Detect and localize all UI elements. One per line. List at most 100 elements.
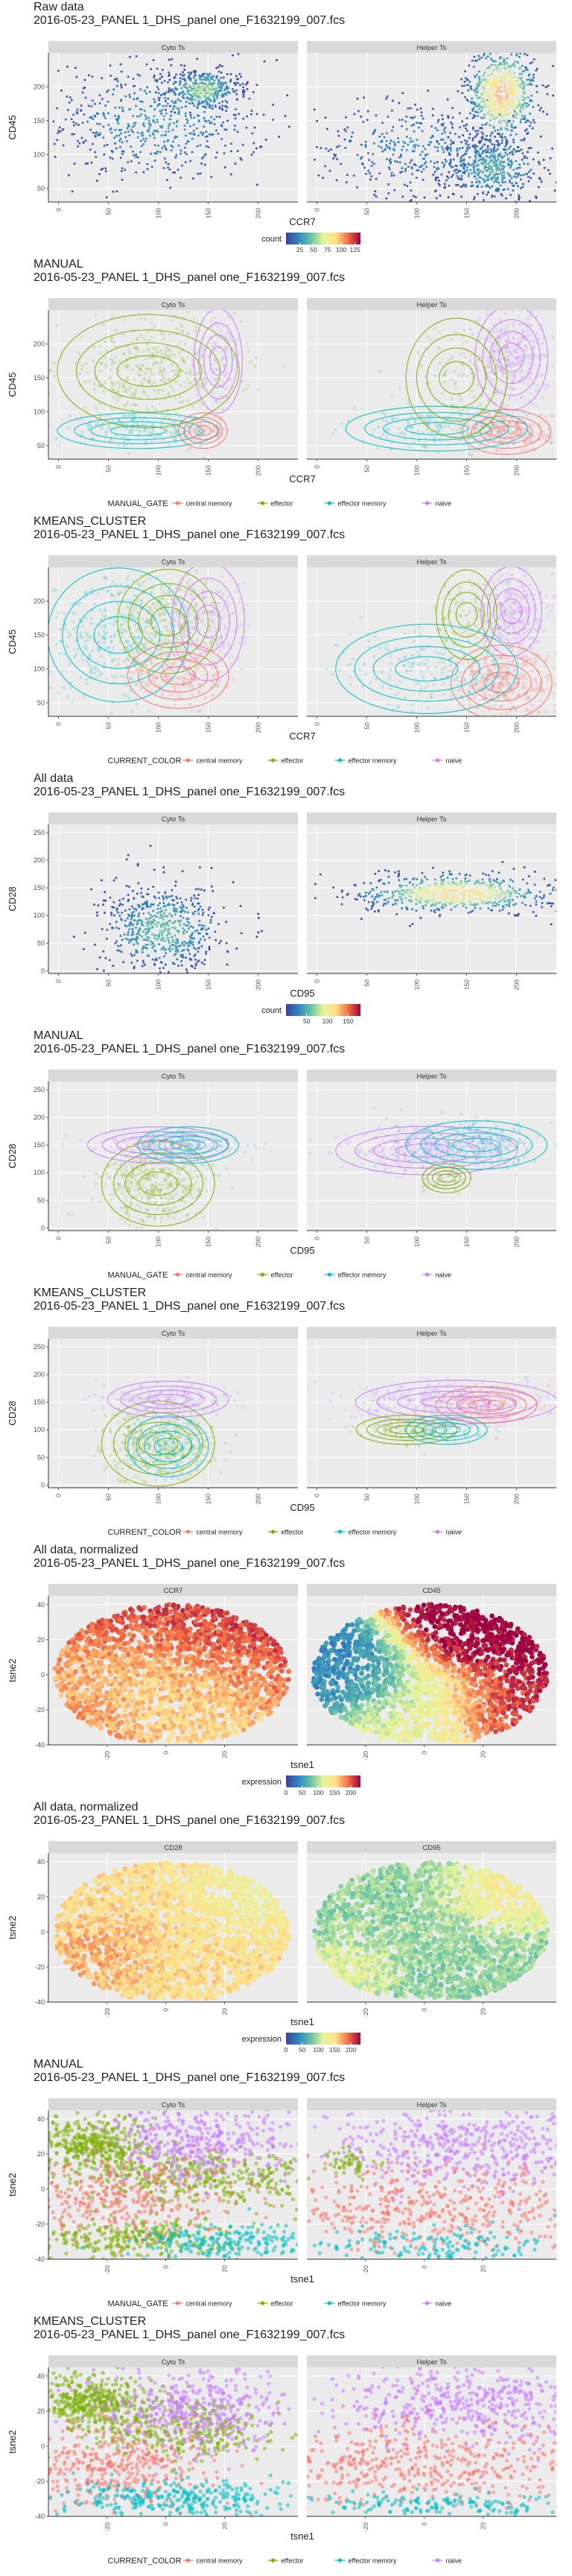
naive-point — [214, 358, 218, 362]
effector-point — [96, 410, 100, 414]
effector-point — [188, 369, 192, 373]
density-bin — [511, 182, 513, 185]
density-bin — [196, 88, 199, 91]
density-bin — [494, 165, 497, 168]
density-bin — [372, 133, 375, 135]
density-bin — [72, 121, 75, 124]
density-bin — [398, 141, 400, 143]
density-bin — [322, 177, 325, 179]
density-bin — [128, 93, 131, 96]
density-bin — [209, 100, 212, 103]
density-bin — [121, 150, 124, 153]
effector-point — [174, 411, 179, 415]
naive-point — [206, 578, 209, 581]
density-bin — [54, 156, 57, 158]
central-memory-point — [544, 439, 548, 443]
density-bin — [465, 140, 468, 142]
effector-memory-point — [104, 607, 107, 611]
effector-memory-point — [34, 647, 37, 650]
effector-memory-point — [131, 428, 135, 432]
naive-point — [489, 370, 492, 375]
density-bin — [515, 80, 517, 83]
central-memory-point — [174, 437, 177, 441]
density-bin — [530, 78, 533, 81]
effector-memory-point — [36, 438, 39, 441]
density-bin — [43, 177, 45, 180]
effector-memory-point — [433, 435, 436, 439]
density-bin — [439, 139, 442, 141]
density-bin — [499, 152, 502, 155]
density-bin — [492, 83, 495, 86]
naive-point — [499, 369, 503, 373]
density-bin — [462, 183, 465, 186]
density-bin — [464, 95, 466, 98]
density-bin — [154, 130, 156, 133]
effector-memory-point — [76, 602, 80, 607]
effector-point — [151, 601, 156, 604]
effector-memory-point — [376, 425, 381, 429]
effector-memory-point — [89, 668, 94, 672]
density-bin — [460, 160, 462, 162]
naive-point — [220, 407, 225, 411]
density-bin — [113, 78, 116, 80]
effector-point — [136, 370, 140, 375]
density-bin — [505, 197, 507, 200]
legend: MANUAL_GATE central memory effector effecto… — [108, 499, 452, 508]
effector-point — [150, 327, 153, 332]
effector-point — [144, 367, 149, 370]
density-bin — [464, 170, 466, 173]
effector-memory-point — [107, 427, 111, 431]
density-bin — [91, 75, 94, 78]
density-bin — [109, 128, 111, 131]
density-bin — [526, 54, 529, 57]
density-bin — [203, 86, 206, 89]
density-bin — [436, 146, 439, 149]
density-bin — [477, 141, 480, 144]
effector-point — [158, 638, 162, 643]
density-bin — [495, 177, 498, 179]
density-bin — [303, 145, 305, 148]
density-bin — [492, 73, 494, 76]
density-bin — [406, 136, 408, 138]
central-memory-point — [509, 432, 512, 437]
density-bin — [389, 142, 392, 145]
density-bin — [106, 196, 108, 199]
density-bin — [96, 122, 98, 125]
effector-point — [144, 317, 147, 321]
density-bin — [460, 185, 463, 188]
effector-memory-point — [99, 618, 104, 622]
central-memory-point — [505, 435, 509, 438]
naive-point — [204, 376, 208, 380]
density-bin — [474, 104, 477, 107]
effector-point — [134, 387, 139, 391]
effector-point — [179, 322, 183, 326]
central-memory-point — [212, 426, 216, 429]
density-bin — [179, 77, 182, 80]
density-bin — [496, 80, 499, 83]
effector-memory-point — [113, 675, 117, 679]
central-memory-point — [487, 412, 492, 417]
effector-point — [112, 408, 115, 412]
density-bin — [225, 86, 228, 89]
density-bin — [171, 88, 173, 91]
density-bin — [462, 134, 465, 136]
density-bin — [135, 154, 137, 156]
effector-memory-point — [159, 613, 163, 616]
central-memory-point — [512, 430, 515, 435]
effector-point — [440, 420, 445, 424]
density-bin — [168, 78, 171, 81]
effector-memory-point — [107, 413, 111, 417]
density-bin — [549, 172, 551, 175]
effector-point — [146, 349, 150, 353]
density-bin — [204, 98, 207, 101]
density-bin — [468, 133, 471, 136]
effector-memory-point — [80, 625, 84, 628]
effector-memory-point — [118, 627, 123, 631]
x-axis-title: CCR7 — [289, 216, 315, 227]
effector-point — [153, 625, 157, 629]
central-memory-point — [495, 449, 500, 452]
density-bin — [189, 73, 192, 75]
density-bin — [509, 120, 512, 122]
density-bin — [480, 101, 483, 104]
density-bin — [464, 70, 466, 73]
